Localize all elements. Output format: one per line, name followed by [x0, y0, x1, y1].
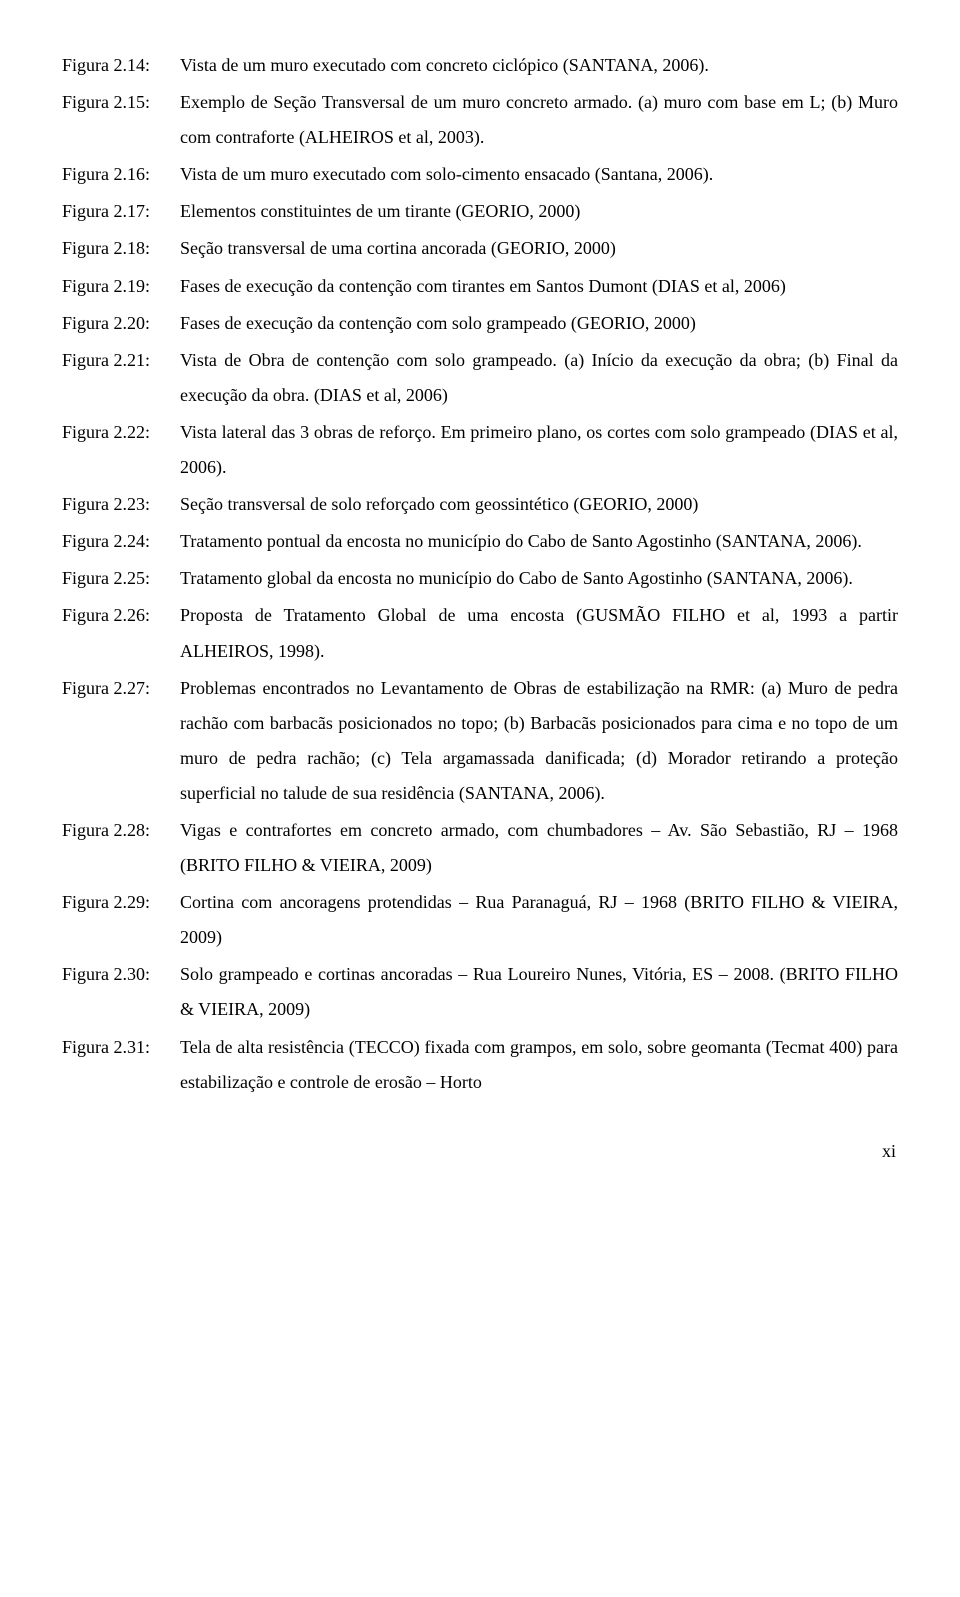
figure-description: Proposta de Tratamento Global de uma enc…	[180, 598, 898, 668]
figure-entry: Figura 2.22:Vista lateral das 3 obras de…	[62, 415, 898, 485]
figure-label: Figura 2.30:	[62, 957, 180, 992]
figure-entry: Figura 2.26:Proposta de Tratamento Globa…	[62, 598, 898, 668]
figure-entry: Figura 2.23:Seção transversal de solo re…	[62, 487, 898, 522]
figure-label: Figura 2.14:	[62, 48, 180, 83]
figure-description: Seção transversal de uma cortina ancorad…	[180, 231, 898, 266]
figure-label: Figura 2.23:	[62, 487, 180, 522]
figure-entry: Figura 2.30:Solo grampeado e cortinas an…	[62, 957, 898, 1027]
figure-entry: Figura 2.24:Tratamento pontual da encost…	[62, 524, 898, 559]
figure-entry: Figura 2.28:Vigas e contrafortes em conc…	[62, 813, 898, 883]
figure-list: Figura 2.14:Vista de um muro executado c…	[62, 48, 898, 1100]
figure-description: Tela de alta resistência (TECCO) fixada …	[180, 1030, 898, 1100]
figure-description: Tratamento global da encosta no municípi…	[180, 561, 898, 596]
figure-entry: Figura 2.19:Fases de execução da contenç…	[62, 269, 898, 304]
figure-label: Figura 2.22:	[62, 415, 180, 450]
figure-description: Fases de execução da contenção com solo …	[180, 306, 898, 341]
figure-label: Figura 2.21:	[62, 343, 180, 378]
figure-description: Solo grampeado e cortinas ancoradas – Ru…	[180, 957, 898, 1027]
figure-entry: Figura 2.17:Elementos constituintes de u…	[62, 194, 898, 229]
figure-description: Vista lateral das 3 obras de reforço. Em…	[180, 415, 898, 485]
figure-description: Vista de um muro executado com solo-cime…	[180, 157, 898, 192]
figure-label: Figura 2.16:	[62, 157, 180, 192]
figure-entry: Figura 2.29:Cortina com ancoragens prote…	[62, 885, 898, 955]
figure-entry: Figura 2.14:Vista de um muro executado c…	[62, 48, 898, 83]
figure-description: Vista de um muro executado com concreto …	[180, 48, 898, 83]
figure-description: Problemas encontrados no Levantamento de…	[180, 671, 898, 811]
figure-label: Figura 2.27:	[62, 671, 180, 706]
figure-description: Vista de Obra de contenção com solo gram…	[180, 343, 898, 413]
figure-description: Seção transversal de solo reforçado com …	[180, 487, 898, 522]
figure-entry: Figura 2.15:Exemplo de Seção Transversal…	[62, 85, 898, 155]
figure-entry: Figura 2.16:Vista de um muro executado c…	[62, 157, 898, 192]
figure-entry: Figura 2.20:Fases de execução da contenç…	[62, 306, 898, 341]
figure-entry: Figura 2.27:Problemas encontrados no Lev…	[62, 671, 898, 811]
figure-entry: Figura 2.21:Vista de Obra de contenção c…	[62, 343, 898, 413]
figure-label: Figura 2.26:	[62, 598, 180, 633]
figure-description: Fases de execução da contenção com tiran…	[180, 269, 898, 304]
figure-label: Figura 2.25:	[62, 561, 180, 596]
figure-label: Figura 2.18:	[62, 231, 180, 266]
figure-label: Figura 2.28:	[62, 813, 180, 848]
figure-label: Figura 2.29:	[62, 885, 180, 920]
figure-label: Figura 2.15:	[62, 85, 180, 120]
figure-label: Figura 2.19:	[62, 269, 180, 304]
figure-label: Figura 2.24:	[62, 524, 180, 559]
page-number: xi	[62, 1134, 898, 1169]
figure-entry: Figura 2.18:Seção transversal de uma cor…	[62, 231, 898, 266]
figure-entry: Figura 2.31:Tela de alta resistência (TE…	[62, 1030, 898, 1100]
figure-label: Figura 2.31:	[62, 1030, 180, 1065]
figure-description: Cortina com ancoragens protendidas – Rua…	[180, 885, 898, 955]
figure-label: Figura 2.17:	[62, 194, 180, 229]
figure-description: Exemplo de Seção Transversal de um muro …	[180, 85, 898, 155]
figure-entry: Figura 2.25:Tratamento global da encosta…	[62, 561, 898, 596]
figure-description: Elementos constituintes de um tirante (G…	[180, 194, 898, 229]
figure-description: Vigas e contrafortes em concreto armado,…	[180, 813, 898, 883]
figure-description: Tratamento pontual da encosta no municíp…	[180, 524, 898, 559]
figure-label: Figura 2.20:	[62, 306, 180, 341]
